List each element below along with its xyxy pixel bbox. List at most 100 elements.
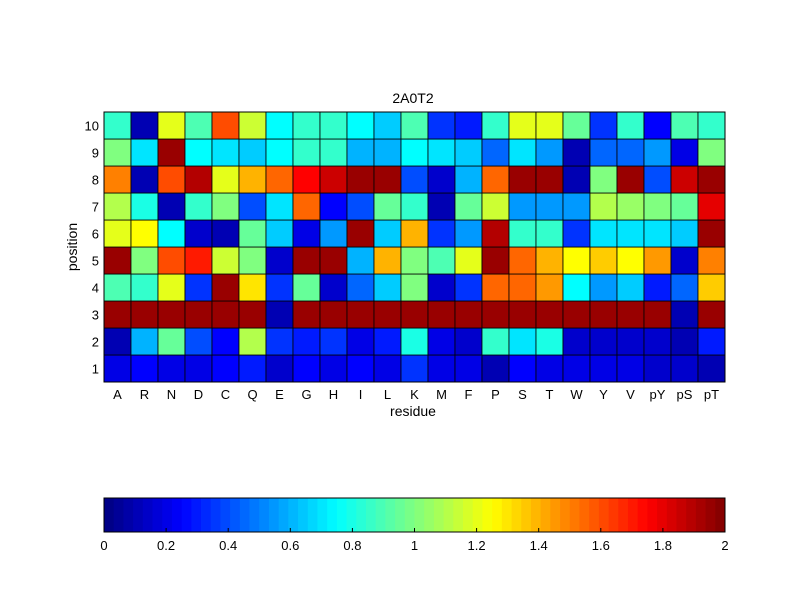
heatmap-cell [697, 354, 726, 383]
colorbar-swatch [346, 498, 357, 532]
heatmap-cell [400, 165, 429, 194]
heatmap-cell [103, 192, 132, 221]
heatmap-cell [670, 165, 699, 194]
colorbar-swatch [288, 498, 299, 532]
heatmap-cell [211, 354, 240, 383]
colorbar-swatch [715, 498, 726, 532]
heatmap-cell [238, 192, 267, 221]
heatmap-cell [373, 111, 402, 140]
heatmap-cell [535, 138, 564, 167]
heatmap-cell [184, 165, 213, 194]
heatmap-cell [670, 246, 699, 275]
heatmap-cell [643, 246, 672, 275]
heatmap-cell [103, 219, 132, 248]
colorbar-swatch [695, 498, 706, 532]
heatmap-cell [346, 192, 375, 221]
heatmap-cell [589, 165, 618, 194]
heatmap-cell [400, 300, 429, 329]
heatmap-cell [130, 138, 159, 167]
heatmap-cell [400, 219, 429, 248]
x-tick-label: C [221, 387, 230, 402]
heatmap-cell [265, 165, 294, 194]
heatmap-cell [238, 165, 267, 194]
heatmap-cell [535, 192, 564, 221]
heatmap-cell [643, 138, 672, 167]
heatmap-cell [454, 300, 483, 329]
colorbar-swatch [492, 498, 503, 532]
heatmap-cell [319, 273, 348, 302]
heatmap-cell [103, 246, 132, 275]
heatmap-cell [265, 219, 294, 248]
heatmap-cell [130, 192, 159, 221]
heatmap-cell [481, 111, 510, 140]
colorbar-swatch [162, 498, 173, 532]
colorbar-tick-label: 1.6 [592, 538, 610, 553]
heatmap-cell [616, 111, 645, 140]
heatmap-cell [265, 327, 294, 356]
heatmap-cell [157, 111, 186, 140]
heatmap-cell [589, 300, 618, 329]
heatmap-cell [616, 138, 645, 167]
y-tick-label: 1 [92, 362, 99, 377]
heatmap-cell [562, 246, 591, 275]
heatmap-cell [697, 111, 726, 140]
heatmap-cell [454, 354, 483, 383]
colorbar-swatch [589, 498, 600, 532]
heatmap-cell [292, 192, 321, 221]
heatmap-cell [562, 300, 591, 329]
colorbar-swatch [317, 498, 328, 532]
heatmap-cell [535, 327, 564, 356]
heatmap-cell [562, 138, 591, 167]
heatmap-cell [589, 354, 618, 383]
colorbar-swatch [191, 498, 202, 532]
heatmap-cell [211, 192, 240, 221]
colorbar-swatch [259, 498, 270, 532]
heatmap-cell [238, 354, 267, 383]
heatmap-cell [427, 300, 456, 329]
heatmap-cell [292, 111, 321, 140]
heatmap-cell [616, 327, 645, 356]
heatmap-cell [508, 327, 537, 356]
colorbar-swatch [385, 498, 396, 532]
heatmap-cell [211, 273, 240, 302]
heatmap-cell [697, 165, 726, 194]
heatmap-cell [157, 300, 186, 329]
y-tick-label: 7 [92, 200, 99, 215]
heatmap-cell [373, 354, 402, 383]
heatmap-cell [454, 111, 483, 140]
y-tick-label: 8 [92, 173, 99, 188]
heatmap-cell [427, 219, 456, 248]
heatmap-cell [319, 138, 348, 167]
heatmap-cell [319, 354, 348, 383]
heatmap-cell [589, 111, 618, 140]
heatmap-cell [508, 192, 537, 221]
heatmap-cell [103, 273, 132, 302]
colorbar-swatch [142, 498, 153, 532]
heatmap-cell [265, 138, 294, 167]
heatmap-cell [103, 327, 132, 356]
colorbar-swatch [569, 498, 580, 532]
heatmap-cell [265, 111, 294, 140]
heatmap-cell [508, 300, 537, 329]
heatmap-cell [427, 192, 456, 221]
heatmap-cell [670, 192, 699, 221]
y-tick-label: 9 [92, 146, 99, 161]
heatmap-cell [184, 111, 213, 140]
heatmap-cell [508, 165, 537, 194]
heatmap-cell [400, 111, 429, 140]
heatmap-cell [697, 192, 726, 221]
heatmap-cell [346, 300, 375, 329]
heatmap-cell [427, 273, 456, 302]
heatmap-cell [211, 111, 240, 140]
heatmap-cell [427, 327, 456, 356]
heatmap-cell [670, 354, 699, 383]
colorbar-swatch [433, 498, 445, 532]
heatmap-cell [616, 354, 645, 383]
heatmap-cell [481, 354, 510, 383]
heatmap-cell [157, 354, 186, 383]
heatmap-cell [346, 138, 375, 167]
heatmap-cell [481, 165, 510, 194]
heatmap-cell [562, 165, 591, 194]
heatmap-cell [454, 327, 483, 356]
heatmap-cell [319, 165, 348, 194]
